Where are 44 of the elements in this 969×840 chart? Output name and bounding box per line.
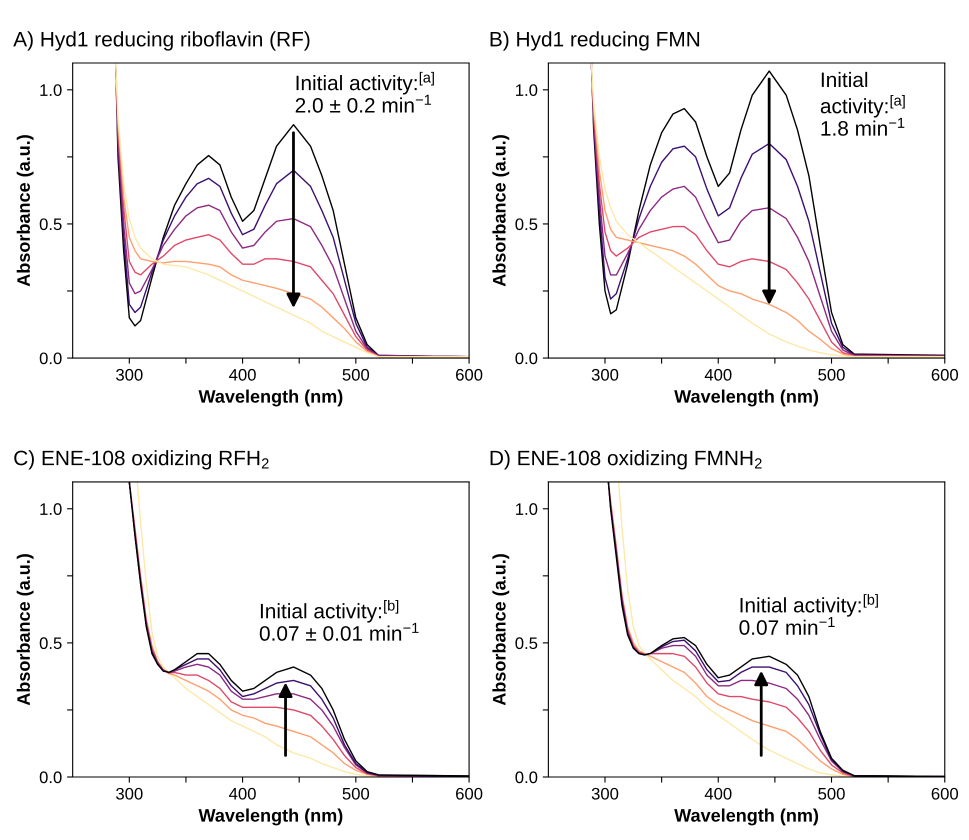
x-tick-label: 400 xyxy=(704,788,732,800)
y-tick-label: 0.5 xyxy=(515,218,538,230)
x-tick-label: 600 xyxy=(932,788,958,800)
x-tick-label: 500 xyxy=(818,788,845,800)
x-axis-title: Wavelength (nm) xyxy=(198,808,342,826)
y-axis-title: Absorbance (a.u.) xyxy=(492,135,510,286)
y-tick-label: 0.5 xyxy=(515,637,538,650)
x-tick-label: 600 xyxy=(456,788,482,800)
y-axis-title: Absorbance (a.u.) xyxy=(492,554,510,706)
x-tick-label: 300 xyxy=(116,788,143,800)
x-tick-label: 400 xyxy=(704,368,732,381)
x-tick-label: 500 xyxy=(342,788,370,800)
x-axis-title: Wavelength (nm) xyxy=(674,808,818,826)
x-tick-label: 400 xyxy=(229,788,256,800)
annotation: Initial activity:$^{[a]}$ 1.8 min$^{−1}$ xyxy=(820,72,905,136)
x-tick-label: 600 xyxy=(932,368,958,381)
y-tick-label: 0.0 xyxy=(40,771,62,784)
chart-title: A) Hyd1 reducing riboflavin (RF) xyxy=(13,31,310,51)
y-tick-label: 0.0 xyxy=(515,352,538,364)
y-tick-label: 1.0 xyxy=(516,503,538,515)
y-tick-label: 0.5 xyxy=(40,637,62,650)
y-tick-label: 1.0 xyxy=(516,84,538,96)
annotation: Initial activity:$^{[a]}$ 2.0 ± 0.2 min$^{−1}$ xyxy=(296,72,434,113)
y-tick-label: 0.0 xyxy=(40,352,62,364)
y-tick-label: 0.0 xyxy=(515,771,538,784)
y-axis-title: Absorbance (a.u.) xyxy=(16,554,34,706)
x-tick-label: 300 xyxy=(592,788,618,800)
y-tick-label: 1.0 xyxy=(40,503,62,515)
x-tick-label: 400 xyxy=(229,368,256,381)
x-tick-label: 300 xyxy=(116,368,143,381)
x-tick-label: 500 xyxy=(342,368,370,381)
chart-title: B) Hyd1 reducing FMN xyxy=(490,31,700,51)
y-axis-title: Absorbance (a.u.) xyxy=(16,135,34,286)
x-tick-label: 500 xyxy=(818,368,845,381)
y-tick-label: 0.5 xyxy=(40,218,62,230)
x-tick-label: 600 xyxy=(456,368,482,381)
annotation: Initial activity:$^{[b]}$ 0.07 ± 0.01 min$^{−1}$ xyxy=(260,600,419,641)
chart-title: C) ENE-108 oxidizing RFH$_{2}$ xyxy=(14,450,269,470)
x-axis-title: Wavelength (nm) xyxy=(674,390,818,406)
text: Initial activity:$^{[b]}$ 0.07 min$^{−1}$ xyxy=(739,594,878,635)
y-tick-label: 1.0 xyxy=(40,84,62,96)
x-tick-label: 300 xyxy=(592,368,618,381)
chart-title: D) ENE-108 oxidizing FMNH$_{2}$ xyxy=(490,450,762,470)
x-axis-title: Wavelength (nm) xyxy=(198,390,342,406)
